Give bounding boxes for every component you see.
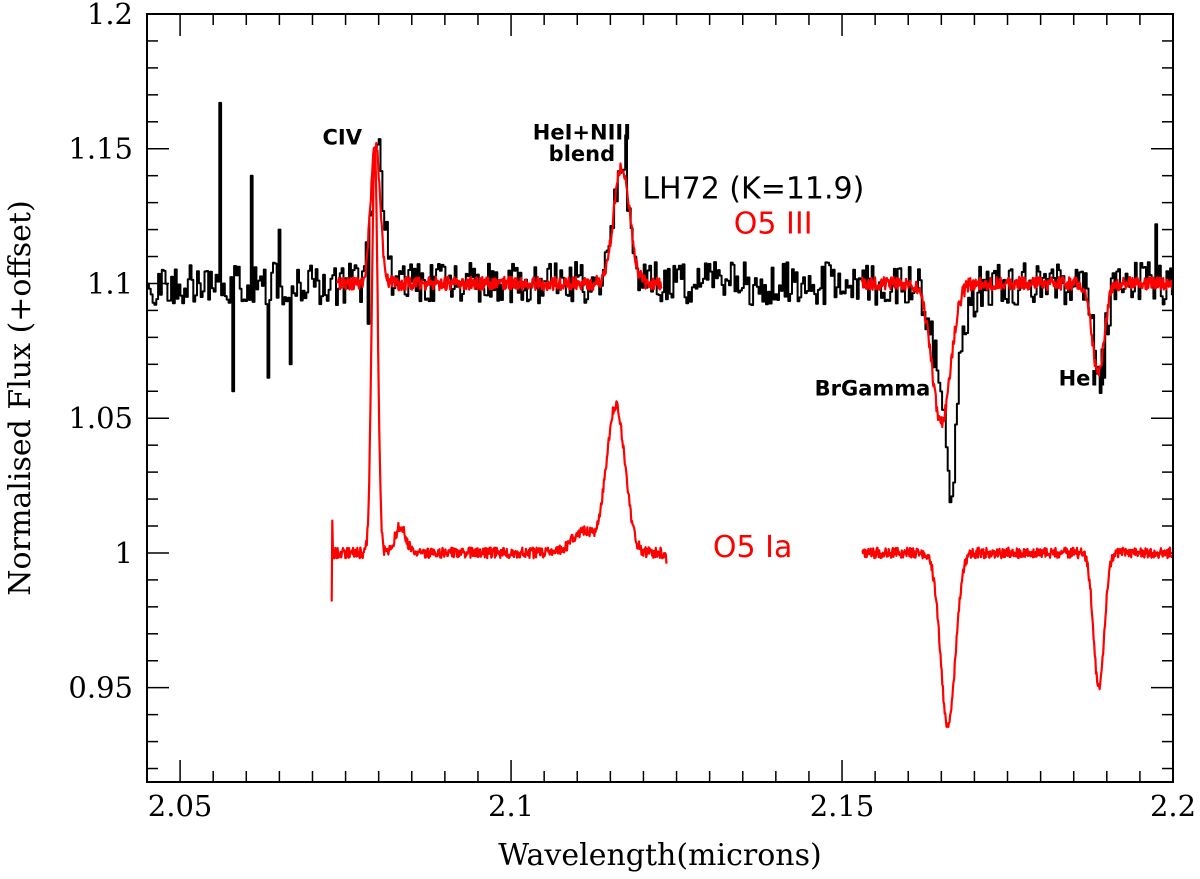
series-o5-iii-segment-0 (335, 141, 663, 292)
axis-ticks (146, 13, 1174, 782)
x-tick-label: 2.2 (1150, 789, 1196, 823)
series-label-lh72: LH72 (K=11.9) (642, 172, 864, 207)
y-tick-label: 1 (115, 536, 133, 570)
annotation-hei-niii: HeI+NIII (533, 120, 631, 144)
line-annotations: CIV HeI+NIII blend BrGamma HeII (323, 120, 1107, 400)
x-tick-label: 2.05 (148, 789, 213, 823)
annotation-brgamma: BrGamma (815, 376, 931, 400)
y-tick-label: 1.15 (68, 132, 133, 166)
series-label-o5-iii: O5 III (734, 207, 813, 242)
x-axis-title: Wavelength(microns) (498, 838, 821, 873)
series-o5-ia-segment-0 (330, 149, 668, 602)
series-label-o5-ia: O5 Ia (713, 530, 792, 565)
annotation-civ: CIV (323, 126, 363, 150)
y-tick-label: 1.2 (87, 0, 133, 31)
series-labels: LH72 (K=11.9) O5 III O5 Ia (642, 172, 864, 565)
series-o5-ia-segment-1 (861, 546, 1174, 729)
annotation-heii: HeII (1059, 366, 1106, 390)
y-tick-labels: 0.95 1 1.05 1.1 1.15 1.2 (68, 0, 133, 705)
spectra (147, 101, 1174, 729)
y-tick-label: 1.05 (68, 401, 133, 435)
series-lh72-k-11-9--segment-0 (147, 101, 1173, 504)
y-tick-label: 0.95 (68, 671, 133, 705)
x-tick-label: 2.15 (810, 789, 875, 823)
plot-frame (146, 13, 1174, 783)
y-tick-label: 1.1 (87, 266, 133, 300)
y-axis-title: Normalised Flux (+offset) (3, 200, 38, 595)
x-tick-labels: 2.05 2.1 2.15 2.2 (148, 789, 1196, 823)
x-tick-label: 2.1 (488, 789, 534, 823)
series-o5-iii-segment-1 (860, 275, 1174, 429)
annotation-blend: blend (549, 142, 615, 166)
